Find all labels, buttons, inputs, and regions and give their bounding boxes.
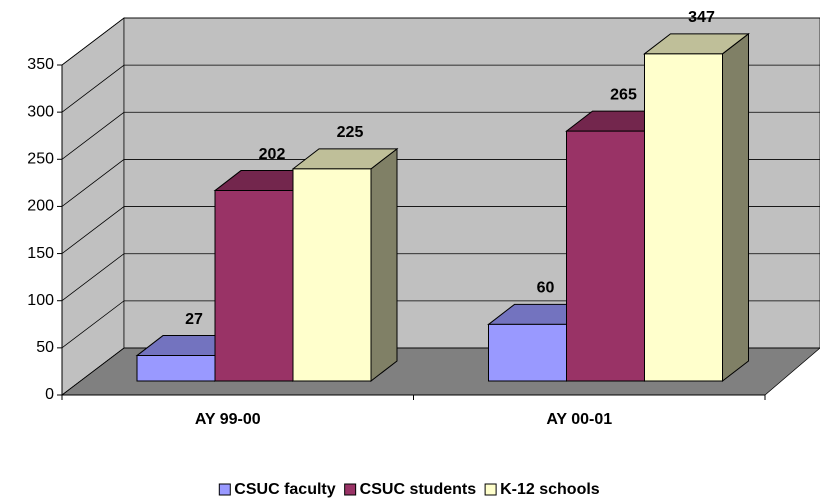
value-label: 265: [610, 86, 637, 103]
y-tick-label: 100: [27, 292, 54, 309]
bar-side: [722, 32, 749, 383]
x-tick-label: AY 99-00: [195, 411, 261, 428]
value-label: 347: [688, 9, 715, 26]
bar: [291, 147, 399, 383]
bar-front: [644, 53, 723, 382]
grid-line: [61, 111, 820, 160]
side-wall: [61, 17, 125, 396]
legend-swatch: [484, 483, 497, 496]
y-tick-label: 300: [27, 103, 54, 120]
y-tick-label: 250: [27, 151, 54, 168]
y-tick-label: 150: [27, 245, 54, 262]
bar-front: [566, 130, 645, 382]
value-label: 202: [259, 146, 286, 163]
legend-swatch: [218, 483, 231, 496]
grid-line: [61, 64, 820, 113]
legend-label: CSUC faculty: [234, 481, 335, 498]
y-tick-label: 200: [27, 198, 54, 215]
y-tick-label: 0: [45, 386, 54, 403]
legend-label: K-12 schools: [500, 481, 600, 498]
y-tick-label: 50: [36, 339, 54, 356]
bar-front: [214, 190, 294, 382]
bar-front: [292, 168, 372, 382]
bar-front: [136, 355, 216, 382]
grid-line: [61, 17, 820, 66]
value-label: 27: [185, 311, 203, 328]
x-tick-label: AY 00-01: [546, 411, 612, 428]
bar-front: [488, 323, 567, 382]
bar-side: [370, 147, 398, 383]
value-label: 60: [537, 280, 555, 297]
value-label: 225: [337, 124, 364, 141]
bar: [643, 32, 750, 383]
y-tick-label: 350: [27, 56, 54, 73]
legend-label: CSUC students: [360, 481, 477, 498]
legend-swatch: [344, 483, 357, 496]
